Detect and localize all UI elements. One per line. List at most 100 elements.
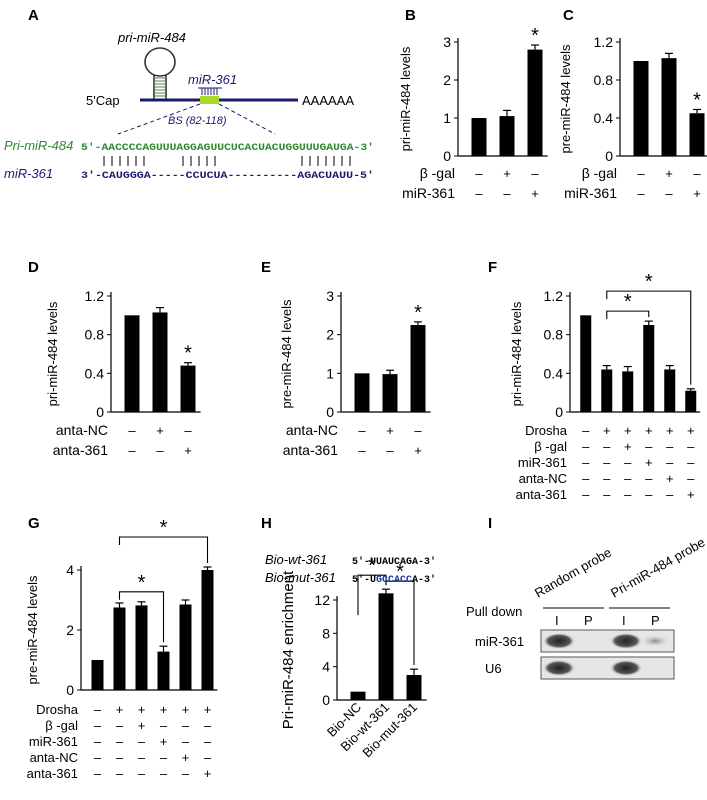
condition-sign: + bbox=[204, 766, 212, 781]
y-tick-label: 0 bbox=[555, 404, 563, 420]
condition-sign: – bbox=[603, 471, 611, 486]
condition-sign: – bbox=[94, 750, 102, 765]
significance-bracket bbox=[606, 310, 650, 320]
condition-sign: – bbox=[666, 487, 674, 502]
condition-sign: + bbox=[414, 443, 422, 458]
condition-label: miR-361 bbox=[402, 185, 455, 201]
y-tick-label: 0 bbox=[605, 148, 613, 164]
significance-star: * bbox=[693, 89, 701, 111]
condition-label: β -gal bbox=[45, 718, 78, 733]
condition-label: β -gal bbox=[420, 165, 455, 181]
y-tick-label: 2 bbox=[66, 622, 74, 638]
condition-sign: – bbox=[116, 766, 124, 781]
y-tick-label: 4 bbox=[66, 562, 74, 578]
bar bbox=[499, 116, 515, 156]
significance-star: * bbox=[645, 271, 653, 293]
y-axis-label: pre-miR-484 levels bbox=[25, 575, 40, 685]
condition-sign: – bbox=[582, 423, 590, 438]
y-tick-label: 2 bbox=[326, 327, 334, 343]
condition-label: anta-361 bbox=[53, 442, 108, 458]
condition-sign: – bbox=[666, 455, 674, 470]
y-axis-label: pre-miR-484 levels bbox=[279, 299, 294, 409]
condition-sign: – bbox=[624, 471, 632, 486]
condition-sign: – bbox=[645, 471, 653, 486]
y-tick-label: 0.8 bbox=[594, 72, 614, 88]
cap-label: 5'Cap bbox=[86, 93, 120, 108]
bar bbox=[354, 373, 370, 412]
condition-sign: – bbox=[603, 439, 611, 454]
mir-seq-name: miR-361 bbox=[4, 166, 53, 181]
condition-sign: – bbox=[182, 734, 190, 749]
significance-bracket bbox=[385, 580, 415, 666]
significance-star: * bbox=[531, 25, 539, 47]
condition-sign: + bbox=[687, 423, 695, 438]
panel-letter-a: A bbox=[28, 7, 39, 24]
condition-sign: – bbox=[184, 423, 192, 438]
hairpin-loop bbox=[144, 47, 176, 77]
y-tick-label: 0 bbox=[66, 682, 74, 698]
bar bbox=[580, 315, 592, 412]
y-tick-label: 0 bbox=[96, 404, 104, 420]
bar bbox=[201, 570, 214, 690]
bar bbox=[622, 371, 634, 412]
significance-bracket bbox=[118, 536, 209, 563]
pri-seq-name: Pri-miR-484 bbox=[4, 138, 73, 153]
condition-label: miR-361 bbox=[564, 185, 617, 201]
condition-sign: – bbox=[94, 734, 102, 749]
zoom-line-right bbox=[218, 103, 276, 135]
y-tick-label: 2 bbox=[443, 72, 451, 88]
wt-probe-seq: 5'-UUAUCAGA-3' bbox=[352, 556, 436, 568]
bar bbox=[180, 365, 196, 412]
band-mir361-lane1 bbox=[543, 633, 575, 649]
blot-strip-u6 bbox=[540, 656, 675, 680]
y-tick-label: 12 bbox=[314, 592, 330, 608]
y-tick-label: 0.8 bbox=[85, 327, 105, 343]
bar bbox=[378, 593, 394, 700]
condition-sign: – bbox=[204, 734, 212, 749]
condition-sign: – bbox=[582, 487, 590, 502]
mirna-label: miR-361 bbox=[188, 72, 237, 87]
condition-sign: + bbox=[624, 439, 632, 454]
bar bbox=[685, 390, 697, 412]
panel-letter-f: F bbox=[488, 259, 497, 276]
condition-sign: – bbox=[358, 423, 366, 438]
condition-sign: + bbox=[665, 166, 673, 181]
condition-sign: – bbox=[414, 423, 422, 438]
condition-sign: + bbox=[645, 423, 653, 438]
bar bbox=[382, 374, 398, 412]
condition-sign: – bbox=[582, 471, 590, 486]
bar bbox=[113, 607, 126, 690]
condition-sign: – bbox=[503, 186, 511, 201]
condition-sign: – bbox=[94, 766, 102, 781]
condition-sign: – bbox=[204, 718, 212, 733]
condition-sign: + bbox=[138, 702, 146, 717]
condition-sign: – bbox=[637, 166, 645, 181]
lane-label-3: I bbox=[622, 613, 626, 628]
polya-label: AAAAAA bbox=[302, 93, 354, 108]
lane-label-1: I bbox=[555, 613, 559, 628]
y-tick-label: 0 bbox=[322, 692, 330, 708]
bar bbox=[152, 312, 168, 412]
band-u6-lane3 bbox=[610, 660, 642, 676]
y-tick-label: 1.2 bbox=[594, 34, 614, 50]
bar bbox=[157, 651, 170, 690]
condition-label: anta-361 bbox=[283, 442, 338, 458]
panel-letter-i: I bbox=[488, 515, 492, 532]
bar bbox=[350, 691, 366, 700]
condition-sign: + bbox=[503, 166, 511, 181]
condition-sign: – bbox=[687, 455, 695, 470]
mir-sequence: 3'-CAUGGGA-----CCUCUA----------AGACUAUU-… bbox=[81, 170, 374, 182]
panel-a-schematic: pri-miR-484 5'Cap miR-361 AAAAAA BS (82-… bbox=[4, 30, 374, 182]
condition-sign: – bbox=[358, 443, 366, 458]
zoom-line-left bbox=[117, 103, 201, 135]
condition-sign: – bbox=[624, 487, 632, 502]
y-axis-label: pri-miR-484 levels bbox=[45, 301, 60, 406]
panel-letter-c: C bbox=[563, 7, 574, 24]
condition-sign: – bbox=[182, 766, 190, 781]
pri-sequence: 5'-AACCCCAGUUUAGGAGUUCUCACUACUGGUUUGAUGA… bbox=[81, 142, 374, 154]
condition-sign: + bbox=[603, 423, 611, 438]
